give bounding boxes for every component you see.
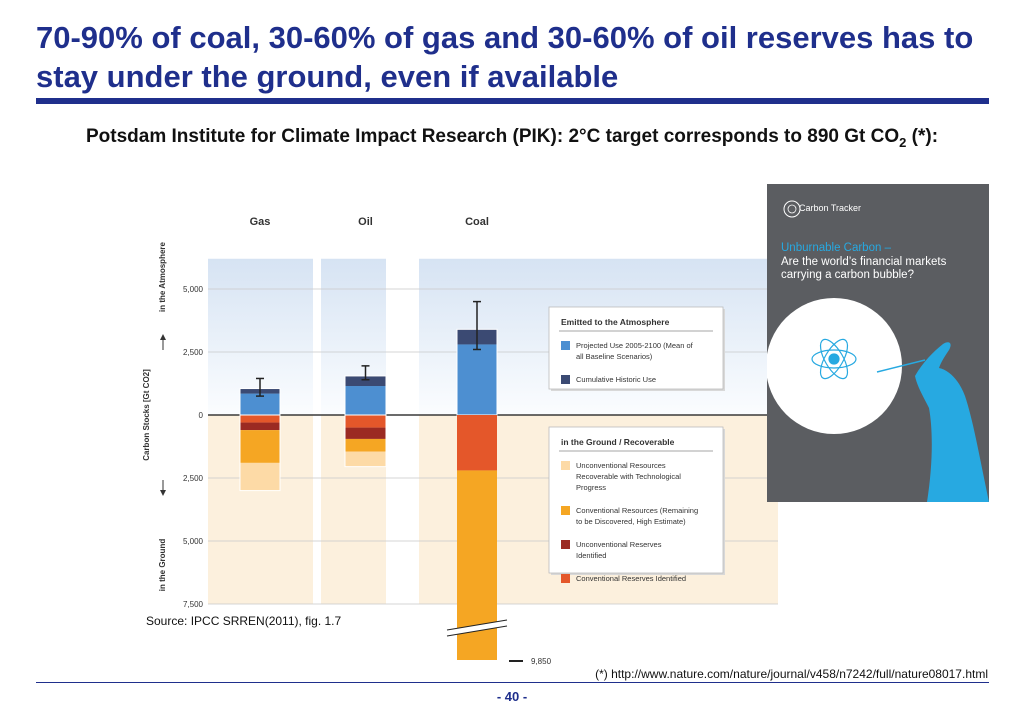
bar-ground-segment <box>457 415 497 471</box>
atmosphere-legend-title: Emitted to the Atmosphere <box>561 317 670 327</box>
carbon-tracker-logo-icon <box>783 200 801 218</box>
axis-break-line <box>446 625 508 637</box>
report-cover-artwork <box>767 200 989 502</box>
y-axis-lower-label: in the Ground <box>158 539 167 592</box>
slide-title: 70-90% of coal, 30-60% of gas and 30-60%… <box>36 20 974 94</box>
bar-ground-segment <box>240 462 280 491</box>
bar-atmosphere-segment <box>345 375 386 387</box>
bar-ground-segment <box>345 427 386 439</box>
bar-ground-segment <box>240 422 280 431</box>
ground-legend-label: Unconventional Reserves <box>576 540 662 549</box>
carbon-stocks-chart: 5,000 2,500 0 2,500 5,000 7,500 Gas Oil Coal 9,8… <box>142 216 778 666</box>
source-note: Source: IPCC SRREN(2011), fig. 1.7 <box>146 614 342 628</box>
atmosphere-legend-swatch <box>561 341 570 350</box>
title-underline <box>36 98 989 104</box>
y-tick-label: 5,000 <box>183 285 204 294</box>
axis-break-line <box>446 619 508 631</box>
coal-bottom-label: 9,850 <box>531 657 552 666</box>
y-axis-upper-label: in the Atmosphere <box>158 241 167 311</box>
footnote-url: (*) http://www.nature.com/nature/journal… <box>591 667 988 681</box>
bar-ground-segment <box>345 451 386 467</box>
hand-pin-icon <box>915 342 989 502</box>
ground-legend-label: Conventional Reserves Identified <box>576 574 686 583</box>
carbon-tracker-logo-inner-icon <box>787 204 797 214</box>
report-title-line1: Unburnable Carbon – <box>781 242 891 254</box>
bar-atmosphere-segment <box>345 386 386 415</box>
report-cover: Carbon Tracker Unburnable Carbon – Are t… <box>767 184 989 502</box>
bar-ground-segment <box>345 415 386 428</box>
category-label: Gas <box>250 216 271 228</box>
ground-legend-label: Identified <box>576 551 606 560</box>
bar-ground-segment <box>345 438 386 452</box>
ground-legend-swatch <box>561 540 570 549</box>
ground-legend-swatch <box>561 574 570 583</box>
y-axis-arrowhead-up <box>160 334 166 340</box>
atmosphere-legend-swatch <box>561 375 570 384</box>
subtitle-subscript: 2 <box>899 134 907 150</box>
y-tick-label: 7,500 <box>183 600 204 609</box>
y-axis-label: Carbon Stocks [Gt CO2] <box>142 369 151 461</box>
ground-legend-label: Conventional Resources (Remaining <box>576 506 698 515</box>
y-tick-label: 2,500 <box>183 474 204 483</box>
y-tick-label: 2,500 <box>183 348 204 357</box>
category-label: Oil <box>358 216 373 228</box>
ground-legend-swatch <box>561 506 570 515</box>
atmosphere-legend-box <box>548 306 724 390</box>
atom-icon <box>811 338 857 380</box>
y-tick-label: 5,000 <box>183 537 204 546</box>
report-title: Unburnable Carbon – Are the world’s fina… <box>781 242 981 283</box>
pin-line-icon <box>876 359 926 373</box>
ground-legend-label: Unconventional Resources <box>576 461 666 470</box>
page-number: - 40 - <box>496 689 528 704</box>
ground-legend-label: Progress <box>576 483 606 492</box>
atmosphere-legend-label: all Baseline Scenarios) <box>576 352 653 361</box>
category-label: Coal <box>465 216 489 228</box>
slide-subtitle: Potsdam Institute for Climate Impact Res… <box>0 126 1024 150</box>
bar-ground-segment <box>240 415 280 423</box>
ground-legend-label: Recoverable with Technological <box>576 472 681 481</box>
bar-ground-outline <box>344 414 387 468</box>
ground-legend-swatch <box>561 461 570 470</box>
axis-break <box>446 620 508 636</box>
ground-legend-title: in the Ground / Recoverable <box>561 437 675 447</box>
y-tick-label: 0 <box>199 411 204 420</box>
y-axis-arrowhead-down <box>160 490 166 496</box>
subtitle-text: Potsdam Institute for Climate Impact Res… <box>85 126 900 147</box>
bar-ground-segment <box>240 430 280 463</box>
report-brand: Carbon Tracker <box>799 203 862 213</box>
bar-atmosphere-segment <box>240 393 280 415</box>
subtitle-end: (*): <box>906 126 939 147</box>
footer-rule <box>36 682 989 683</box>
bubble-icon <box>767 298 902 434</box>
bar-ground-outline <box>239 414 281 492</box>
report-title-line2: Are the world’s financial markets carryi… <box>781 255 947 282</box>
bar-atmosphere-segment <box>457 344 497 415</box>
ground-legend-label: to be Discovered, High Estimate) <box>576 517 686 526</box>
atmosphere-legend-label: Projected Use 2005-2100 (Mean of <box>576 341 694 350</box>
atmosphere-legend-label: Cumulative Historic Use <box>576 375 656 384</box>
